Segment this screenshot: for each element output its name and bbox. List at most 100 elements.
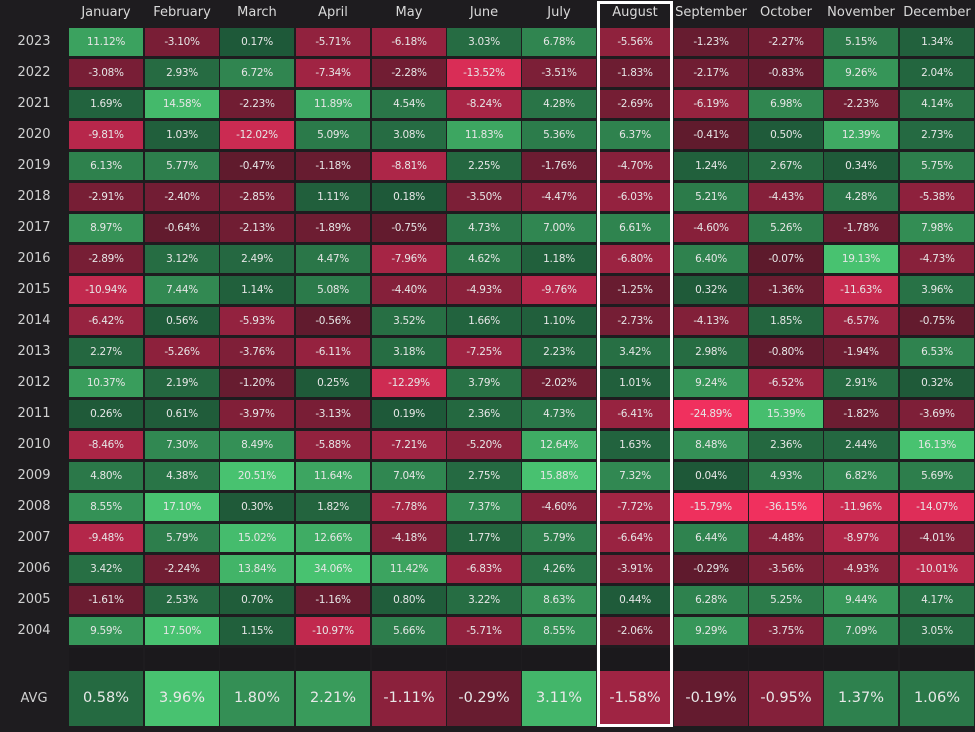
heatmap-cell: 0.25% xyxy=(296,369,370,397)
heatmap-cell: 15.39% xyxy=(749,400,823,428)
heatmap-cell: -15.79% xyxy=(674,493,748,521)
heatmap-cell: 7.44% xyxy=(145,276,219,304)
heatmap-cell: -6.03% xyxy=(598,183,672,211)
heatmap-cell: 0.19% xyxy=(372,400,446,428)
heatmap-cell: -6.83% xyxy=(447,555,521,583)
heatmap-cell: 5.79% xyxy=(145,524,219,552)
heatmap-cell: 6.61% xyxy=(598,214,672,242)
heatmap-cell: -1.82% xyxy=(824,400,898,428)
heatmap-cell: 6.82% xyxy=(824,462,898,490)
heatmap-cell: -4.60% xyxy=(522,493,596,521)
heatmap-cell: 1.66% xyxy=(447,307,521,335)
heatmap-cell: 8.97% xyxy=(69,214,143,242)
heatmap-cell: 11.42% xyxy=(372,555,446,583)
heatmap-cell: -2.02% xyxy=(522,369,596,397)
heatmap-cell: 1.03% xyxy=(145,121,219,149)
heatmap-cell: 5.69% xyxy=(900,462,974,490)
heatmap-cell: 12.64% xyxy=(522,431,596,459)
heatmap-cell: -1.89% xyxy=(296,214,370,242)
row-label-2018: 2018 xyxy=(0,182,68,211)
heatmap-cell: 2.44% xyxy=(824,431,898,459)
heatmap-cell: -6.64% xyxy=(598,524,672,552)
heatmap-cell: -3.69% xyxy=(900,400,974,428)
heatmap-cell: -5.93% xyxy=(220,307,294,335)
avg-cell-may: -1.11% xyxy=(372,671,446,726)
heatmap-cell: 4.28% xyxy=(824,183,898,211)
heatmap-cell: 15.02% xyxy=(220,524,294,552)
heatmap-cell: -1.61% xyxy=(69,586,143,614)
row-label-2008: 2008 xyxy=(0,492,68,521)
heatmap-cell: -2.23% xyxy=(220,90,294,118)
heatmap-cell: 3.79% xyxy=(447,369,521,397)
heatmap-cell: -2.13% xyxy=(220,214,294,242)
heatmap-cell: -8.81% xyxy=(372,152,446,180)
heatmap-cell: 0.44% xyxy=(598,586,672,614)
heatmap-cell: 4.14% xyxy=(900,90,974,118)
heatmap-cell: -1.16% xyxy=(296,586,370,614)
heatmap-cell: 7.32% xyxy=(598,462,672,490)
heatmap-cell: 6.44% xyxy=(674,524,748,552)
spacer-cell xyxy=(824,648,898,672)
column-header-august: August xyxy=(612,5,658,20)
heatmap-cell: 0.70% xyxy=(220,586,294,614)
row-label-2020: 2020 xyxy=(0,120,68,149)
heatmap-cell: 4.47% xyxy=(296,245,370,273)
heatmap-cell: -5.71% xyxy=(296,28,370,56)
heatmap-cell: -4.47% xyxy=(522,183,596,211)
heatmap-cell: 0.18% xyxy=(372,183,446,211)
spacer-cell xyxy=(749,648,823,672)
heatmap-cell: 3.03% xyxy=(447,28,521,56)
heatmap-cell: -6.19% xyxy=(674,90,748,118)
heatmap-cell: -3.97% xyxy=(220,400,294,428)
heatmap-cell: 8.55% xyxy=(69,493,143,521)
avg-cell-november: 1.37% xyxy=(824,671,898,726)
heatmap-cell: -5.88% xyxy=(296,431,370,459)
heatmap-cell: 0.56% xyxy=(145,307,219,335)
heatmap-cell: -5.71% xyxy=(447,617,521,645)
heatmap-cell: 20.51% xyxy=(220,462,294,490)
heatmap-cell: 0.30% xyxy=(220,493,294,521)
heatmap-cell: -10.94% xyxy=(69,276,143,304)
heatmap-cell: 2.27% xyxy=(69,338,143,366)
heatmap-cell: 10.37% xyxy=(69,369,143,397)
heatmap-cell: 1.82% xyxy=(296,493,370,521)
column-header-january: January xyxy=(81,5,131,20)
heatmap-cell: 2.93% xyxy=(145,59,219,87)
heatmap-cell: 0.17% xyxy=(220,28,294,56)
heatmap-cell: 1.34% xyxy=(900,28,974,56)
heatmap-cell: 2.23% xyxy=(522,338,596,366)
heatmap-cell: -2.91% xyxy=(69,183,143,211)
heatmap-cell: -7.21% xyxy=(372,431,446,459)
heatmap-cell: 0.61% xyxy=(145,400,219,428)
heatmap-cell: 9.44% xyxy=(824,586,898,614)
spacer-cell xyxy=(145,648,219,672)
heatmap-cell: -0.29% xyxy=(674,555,748,583)
heatmap-cell: -4.93% xyxy=(447,276,521,304)
heatmap-cell: 8.55% xyxy=(522,617,596,645)
heatmap-cell: 4.17% xyxy=(900,586,974,614)
heatmap-cell: 3.08% xyxy=(372,121,446,149)
heatmap-cell: -0.75% xyxy=(900,307,974,335)
column-header-february: February xyxy=(153,5,211,20)
heatmap-cell: -4.93% xyxy=(824,555,898,583)
row-label-2017: 2017 xyxy=(0,213,68,242)
heatmap-cell: 1.63% xyxy=(598,431,672,459)
heatmap-cell: 2.49% xyxy=(220,245,294,273)
heatmap-cell: -4.73% xyxy=(900,245,974,273)
heatmap-cell: 5.79% xyxy=(522,524,596,552)
heatmap-cell: -0.07% xyxy=(749,245,823,273)
heatmap-cell: -10.97% xyxy=(296,617,370,645)
heatmap-cell: -2.89% xyxy=(69,245,143,273)
heatmap-cell: 1.85% xyxy=(749,307,823,335)
heatmap-cell: 2.25% xyxy=(447,152,521,180)
heatmap-cell: 7.00% xyxy=(522,214,596,242)
heatmap-cell: 5.36% xyxy=(522,121,596,149)
heatmap-cell: -1.78% xyxy=(824,214,898,242)
heatmap-cell: 5.25% xyxy=(749,586,823,614)
heatmap-cell: -1.20% xyxy=(220,369,294,397)
avg-cell-february: 3.96% xyxy=(145,671,219,726)
heatmap-cell: -12.02% xyxy=(220,121,294,149)
heatmap-cell: -6.57% xyxy=(824,307,898,335)
avg-cell-august: -1.58% xyxy=(598,671,672,726)
column-header-july: July xyxy=(547,5,571,20)
